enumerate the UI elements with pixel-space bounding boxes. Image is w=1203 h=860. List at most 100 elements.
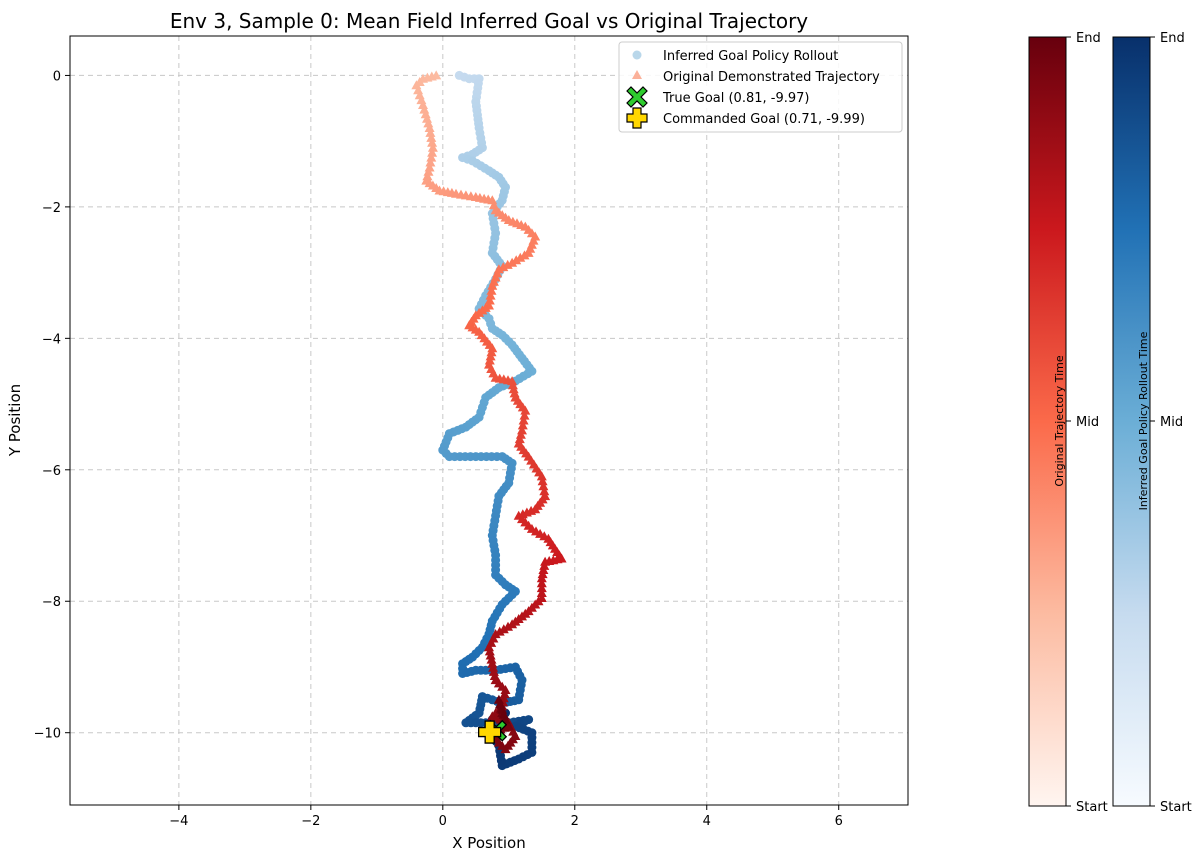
y-axis-label: Y Position <box>6 384 24 457</box>
colorbar-reds-tick-end: End <box>1076 31 1101 46</box>
goal-markers <box>478 719 508 744</box>
legend-original-label: Original Demonstrated Trajectory <box>663 70 880 85</box>
trajectory-point <box>517 425 527 435</box>
x-axis-label: X Position <box>452 834 525 852</box>
trajectory-point <box>514 434 525 444</box>
trajectory-point <box>539 560 550 570</box>
series-original-trajectory <box>411 70 567 754</box>
trajectory-point <box>538 481 549 491</box>
colorbar-reds <box>1028 36 1067 807</box>
grid-lines <box>70 36 908 805</box>
trajectory-point <box>422 171 433 181</box>
trajectory-point <box>486 285 497 295</box>
trajectory-point <box>426 132 437 142</box>
legend-box <box>618 41 903 133</box>
trajectory-point <box>484 646 495 656</box>
trajectory-point <box>538 565 549 574</box>
trajectory-point <box>485 650 496 660</box>
trajectory-point <box>425 127 436 137</box>
trajectory-point <box>484 295 495 305</box>
trajectory-point <box>519 410 530 420</box>
trajectory-point <box>507 380 518 390</box>
trajectory-point <box>500 685 511 694</box>
trajectory-point <box>539 486 550 496</box>
y-tick-label: −2 <box>42 201 61 216</box>
y-tick-label: −6 <box>42 464 61 479</box>
colorbar-reds-label: Original Trajectory Time <box>1053 355 1066 487</box>
legend-rollout-label: Inferred Goal Policy Rollout <box>663 49 838 64</box>
trajectory-point <box>427 142 438 152</box>
trajectory-point <box>423 118 434 128</box>
colorbar-reds-tick-mid: Mid <box>1076 415 1099 430</box>
trajectory-point <box>487 280 498 290</box>
trajectory-point <box>536 471 547 481</box>
x-tick-label: 4 <box>703 814 711 829</box>
trajectory-point <box>425 157 436 167</box>
y-tick-label: 0 <box>53 69 61 84</box>
trajectory-point <box>484 642 494 652</box>
trajectory-point <box>536 578 547 588</box>
trajectory-point <box>488 666 499 676</box>
legend-original-marker <box>632 70 642 79</box>
colorbar-blues-label: Inferred Goal Policy Rollout Time <box>1137 331 1150 510</box>
trajectory-point <box>423 166 434 176</box>
trajectory-point <box>487 658 498 668</box>
trajectory-point <box>537 476 548 486</box>
legend-rollout-marker <box>632 50 642 60</box>
trajectory-point <box>485 290 496 300</box>
chart-title: Env 3, Sample 0: Mean Field Inferred Goa… <box>170 9 808 33</box>
trajectory-point <box>508 384 519 394</box>
trajectory-point <box>536 573 547 583</box>
trajectory-point <box>540 556 551 566</box>
trajectory-point <box>424 123 435 132</box>
trajectory-point <box>426 152 437 162</box>
colorbars: Original Trajectory Time End Mid Start I… <box>1028 31 1192 815</box>
legend-true-goal-label: True Goal (0.81, -9.97) <box>662 91 809 106</box>
trajectory-point <box>499 689 510 699</box>
trajectory-point <box>488 662 499 672</box>
trajectory-point <box>536 588 547 597</box>
trajectory-point <box>489 671 500 680</box>
trajectory-point <box>427 137 438 147</box>
colorbar-blues-tick-start: Start <box>1160 800 1192 815</box>
trajectory-point <box>487 343 498 353</box>
trajectory-point <box>515 429 526 439</box>
trajectory-point <box>537 569 548 579</box>
y-tick-label: −8 <box>42 595 61 610</box>
trajectory-point <box>517 420 528 430</box>
trajectory-point <box>427 147 438 157</box>
colorbar-blues-tick-end: End <box>1160 31 1185 46</box>
trajectory-point <box>424 162 435 172</box>
trajectory-point <box>485 351 496 361</box>
trajectory-point <box>486 654 497 664</box>
y-tick-label: −4 <box>42 332 61 347</box>
colorbar-blues-tick-mid: Mid <box>1160 415 1183 430</box>
trajectory-point <box>536 583 547 593</box>
trajectory-point <box>509 388 520 398</box>
y-tick-label: −10 <box>34 727 61 742</box>
x-tick-label: 6 <box>835 814 843 829</box>
x-tick-label: 2 <box>571 814 579 829</box>
colorbar-blues <box>1112 36 1151 807</box>
trajectory-point <box>486 347 497 357</box>
plot-frame <box>69 35 909 806</box>
colorbar-reds-tick-start: Start <box>1076 800 1108 815</box>
series-inferred-rollout <box>438 70 537 771</box>
x-tick-label: 0 <box>439 814 447 829</box>
trajectory-point <box>507 376 518 386</box>
trajectory-point <box>420 109 431 119</box>
x-tick-label: −4 <box>169 814 188 829</box>
commanded-goal-marker <box>478 720 502 744</box>
trajectory-point <box>422 113 432 123</box>
trajectory-point <box>484 355 495 365</box>
legend-true-goal-marker <box>626 86 648 108</box>
trajectory-point <box>418 100 428 109</box>
plot-series <box>411 70 567 771</box>
trajectory-point <box>520 405 531 415</box>
legend-commanded-goal-marker <box>626 107 648 129</box>
trajectory-point <box>518 415 529 425</box>
legend: Inferred Goal Policy Rollout Original De… <box>618 41 903 133</box>
axis-ticks: −4 −2 0 2 4 6 0 −2 −4 −6 −8 −10 <box>34 69 843 829</box>
legend-commanded-goal-label: Commanded Goal (0.71, -9.99) <box>663 112 865 127</box>
